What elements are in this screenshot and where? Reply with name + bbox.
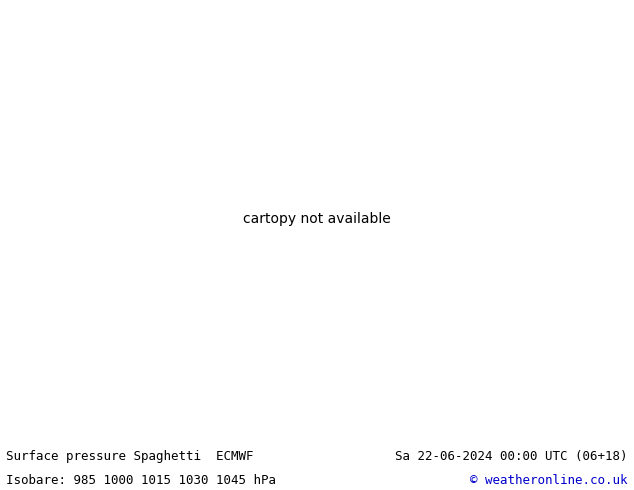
Text: cartopy not available: cartopy not available [243, 212, 391, 225]
Text: Surface pressure Spaghetti  ECMWF: Surface pressure Spaghetti ECMWF [6, 450, 254, 464]
Text: Sa 22-06-2024 00:00 UTC (06+18): Sa 22-06-2024 00:00 UTC (06+18) [395, 450, 628, 464]
Text: Isobare: 985 1000 1015 1030 1045 hPa: Isobare: 985 1000 1015 1030 1045 hPa [6, 474, 276, 488]
Text: © weatheronline.co.uk: © weatheronline.co.uk [470, 474, 628, 488]
